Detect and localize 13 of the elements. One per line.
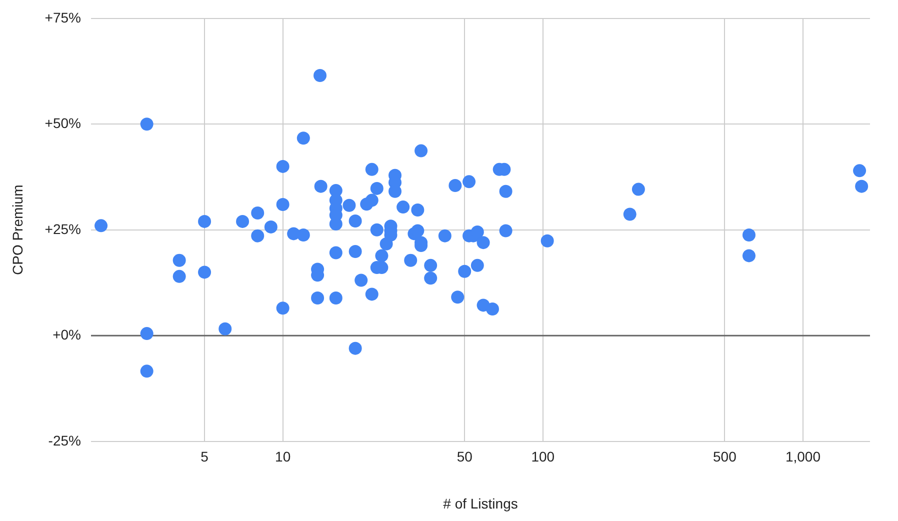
y-tick-label: -25% (48, 432, 81, 448)
x-tick-label: 500 (713, 448, 737, 465)
y-tick-label: +25% (44, 220, 81, 237)
x-tick-label: 50 (456, 448, 473, 465)
x-axis-title: # of Listings (443, 495, 518, 512)
x-tick-label: 5 (200, 448, 209, 465)
y-tick-label: +0% (52, 326, 81, 343)
x-tick-label: 100 (531, 448, 555, 465)
x-tick-label: 1,000 (785, 448, 821, 465)
y-axis-title: CPO Premium (9, 184, 26, 276)
y-tick-label: +75% (44, 9, 81, 26)
y-tick-label: +50% (44, 115, 81, 132)
x-tick-label: 10 (275, 448, 291, 465)
